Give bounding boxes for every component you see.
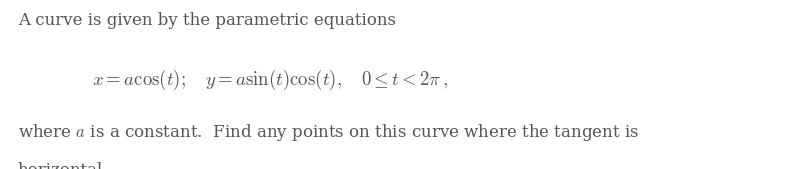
Text: A curve is given by the parametric equations: A curve is given by the parametric equat… bbox=[18, 12, 396, 29]
Text: $x = a\cos(t);\quad y = a\sin(t)\cos(t), \quad 0 \leq t < 2\pi\,,$: $x = a\cos(t);\quad y = a\sin(t)\cos(t),… bbox=[92, 68, 448, 92]
Text: horizontal.: horizontal. bbox=[18, 162, 108, 169]
Text: where $a$ is a constant.  Find any points on this curve where the tangent is: where $a$ is a constant. Find any points… bbox=[18, 122, 639, 143]
